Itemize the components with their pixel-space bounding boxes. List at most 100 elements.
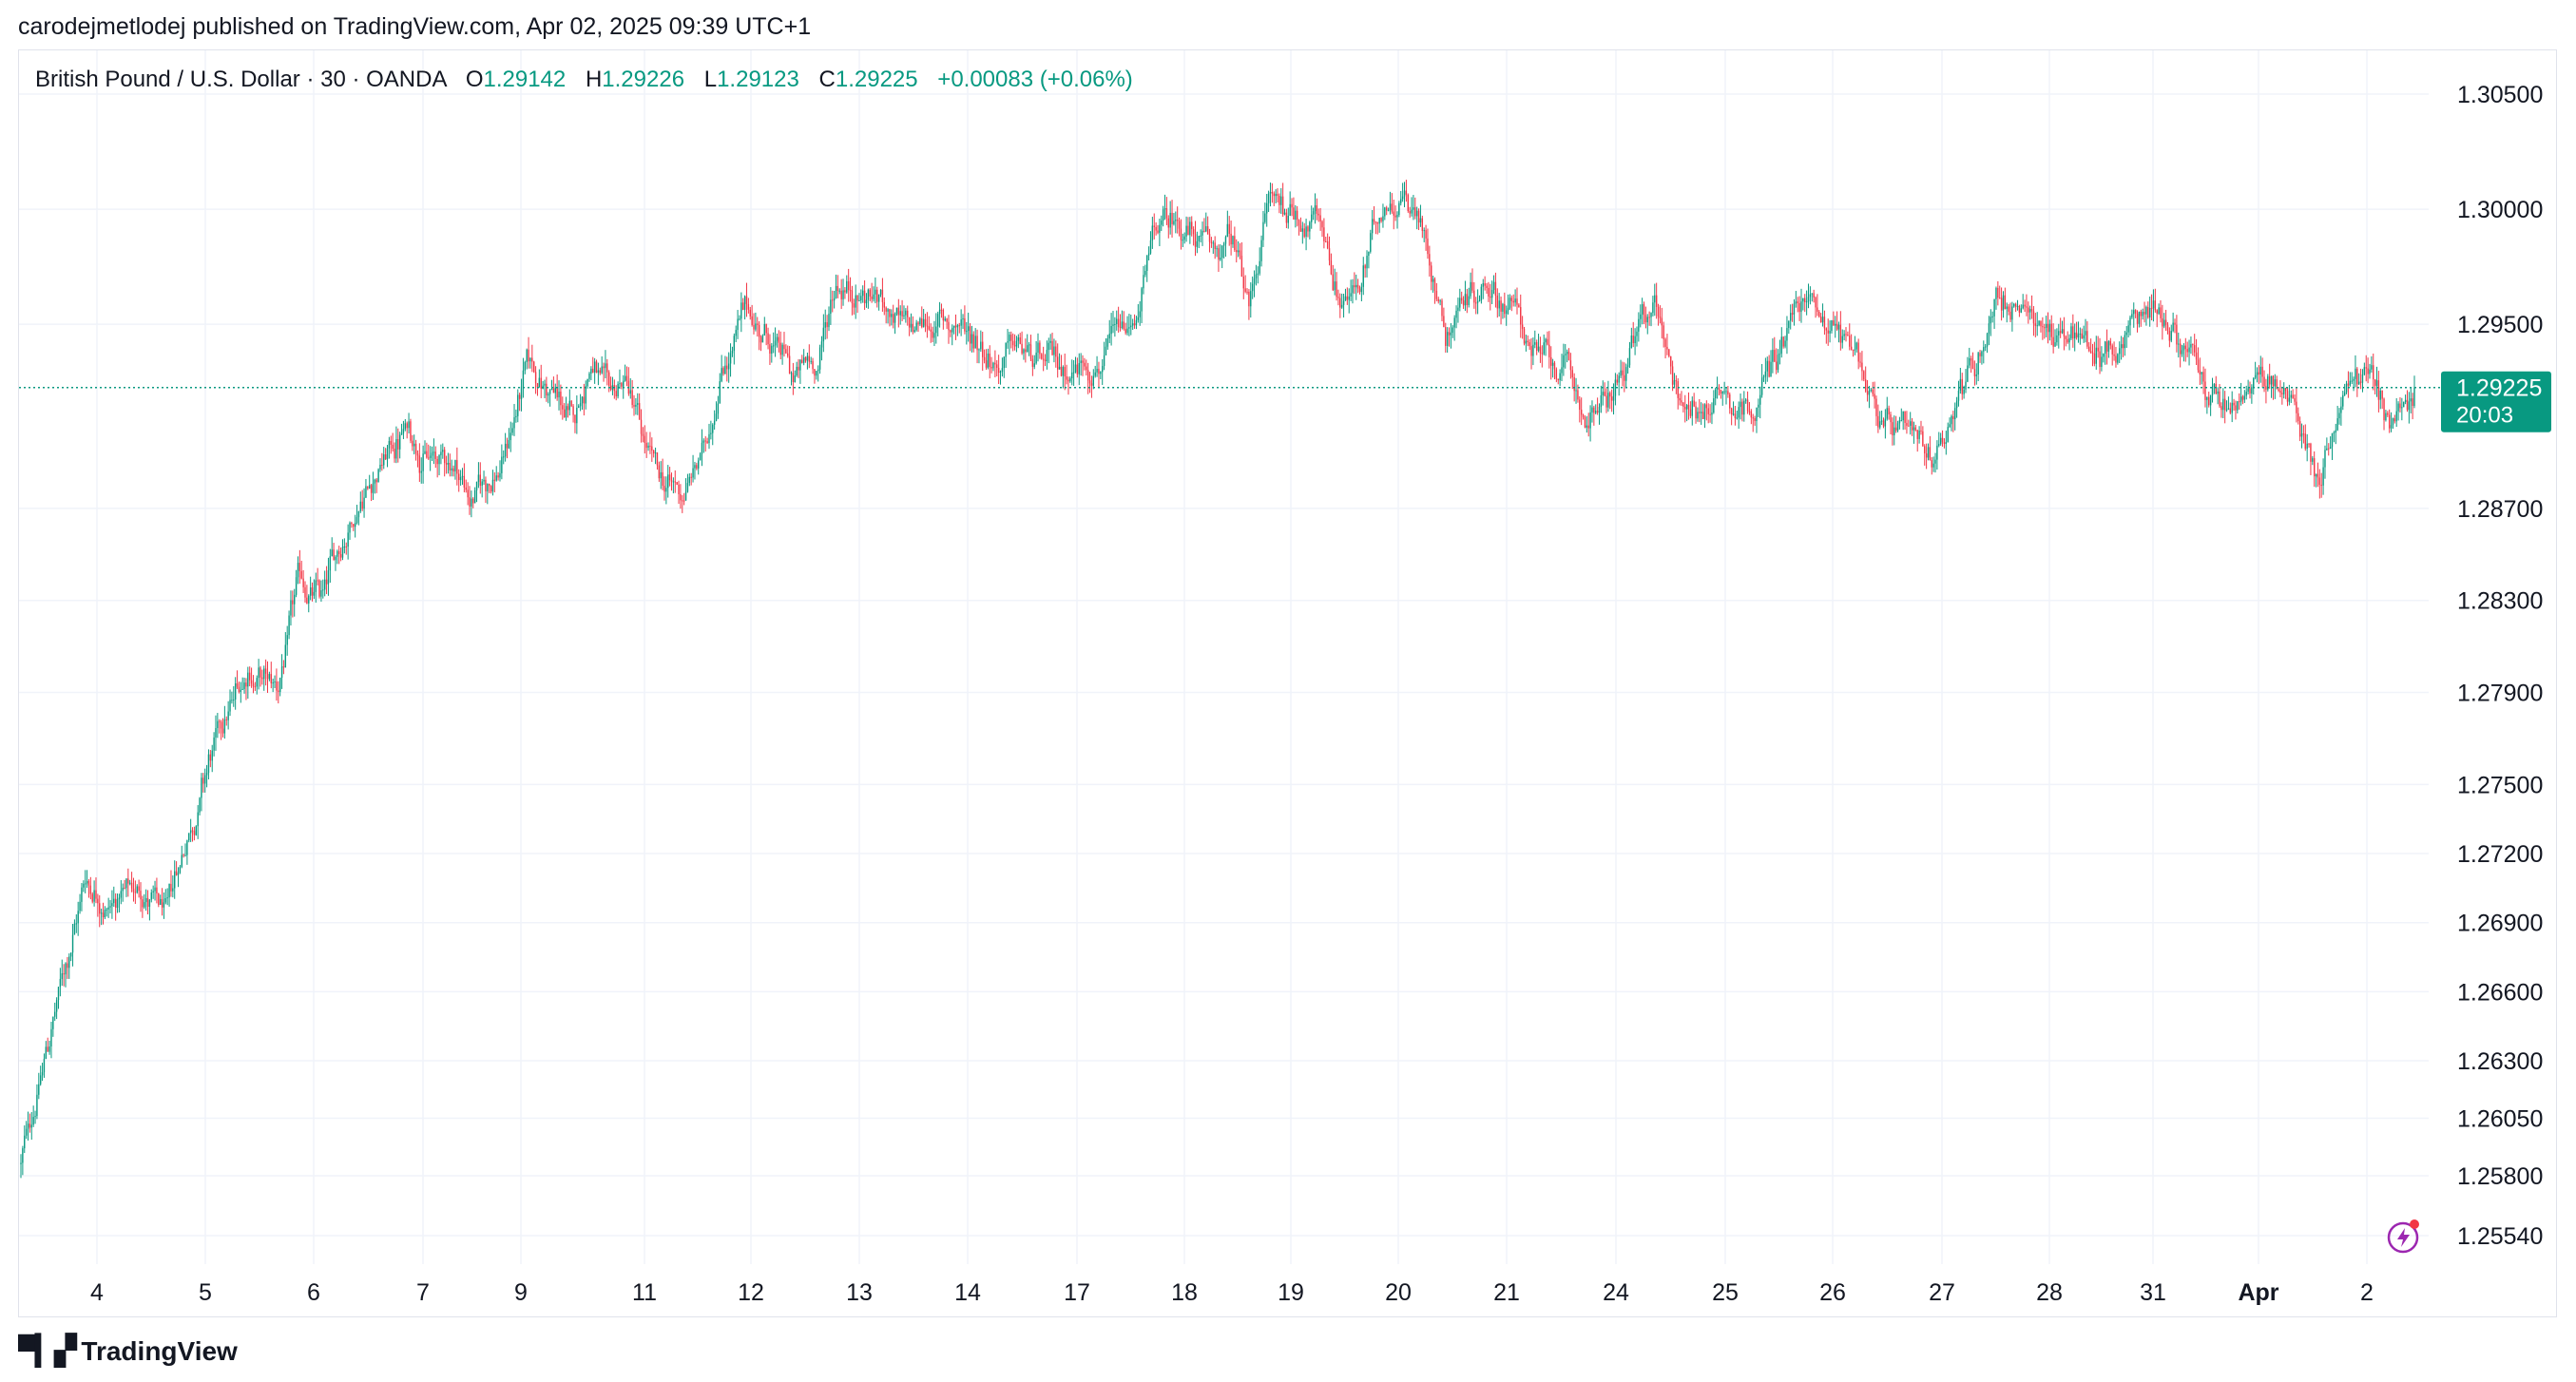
candle-body (846, 280, 848, 293)
candle-body (2148, 308, 2151, 318)
candle-body (240, 689, 242, 692)
tradingview-logo[interactable]: ▀▎▞ TradingView (18, 1334, 238, 1368)
candle-body (1326, 240, 1329, 249)
candle-body (913, 330, 915, 333)
candle-body (1875, 398, 1877, 416)
candle-body (526, 349, 528, 362)
candle-body (1192, 229, 1195, 235)
candle-body (1027, 345, 1028, 353)
candle-body (520, 386, 523, 399)
y-tick-label: 1.26300 (2457, 1048, 2543, 1075)
candle-body (264, 668, 267, 674)
candle-body (2026, 306, 2028, 308)
lightning-bolt-icon[interactable] (2386, 1219, 2422, 1255)
candle-body (1319, 215, 1321, 221)
candle-body (114, 898, 117, 909)
candle-body (1793, 303, 1796, 315)
candle-body (2197, 359, 2200, 371)
candle-body (796, 366, 798, 376)
candle-body (1775, 361, 1778, 371)
candle-body (1587, 425, 1589, 429)
candle-body (501, 456, 503, 473)
candle-body (1224, 237, 1227, 244)
candle-body (304, 586, 306, 598)
candle-body (1409, 211, 1411, 214)
candle-body (1175, 220, 1177, 221)
candle-body (969, 326, 971, 344)
legend-high-value: 1.29226 (602, 67, 685, 92)
chart-frame[interactable] (18, 49, 2557, 1317)
candle-body (2199, 370, 2201, 374)
candle-body (87, 880, 90, 886)
candle-body (367, 486, 369, 489)
candle-body (1990, 317, 1992, 324)
x-tick-label: 7 (416, 1279, 430, 1306)
legend-symbol[interactable]: British Pound / U.S. Dollar · 30 · OANDA (35, 67, 447, 92)
candle-body (313, 591, 316, 596)
candle-body (2070, 326, 2072, 338)
candle-body (454, 460, 456, 471)
candle-body (731, 351, 734, 354)
candle-body (2193, 345, 2196, 353)
candle-body (1593, 407, 1595, 413)
candle-body (1280, 196, 1282, 205)
candle-body (1340, 304, 1343, 308)
candle-body (1035, 352, 1037, 364)
candle-body (1679, 397, 1681, 401)
candle-body (1337, 297, 1339, 298)
candle-body (177, 873, 180, 875)
y-tick-label: 1.30000 (2457, 197, 2543, 223)
candle-body (511, 428, 513, 433)
candle-body (414, 443, 417, 454)
candle-body (1021, 343, 1023, 354)
y-tick-label: 1.30500 (2457, 82, 2543, 108)
candle-body (1425, 230, 1427, 239)
legend-open-value: 1.29142 (483, 67, 567, 92)
candle-body (1550, 356, 1552, 366)
candle-body (769, 344, 771, 354)
candle-body (816, 371, 817, 376)
candle-body (792, 373, 795, 382)
candle-body (2395, 411, 2397, 422)
candle-body (2166, 324, 2169, 331)
x-tick-label: 20 (1385, 1279, 1412, 1306)
candle-body (221, 728, 224, 734)
candle-body (2383, 398, 2385, 421)
candle-body (1784, 340, 1786, 347)
chart-grid (19, 50, 2429, 1264)
candle-body (1754, 418, 1756, 421)
candle-body (978, 349, 980, 351)
candle-body (1557, 378, 1559, 381)
y-tick-label: 1.26900 (2457, 911, 2543, 937)
candle-body (186, 840, 188, 855)
candle-body (2379, 390, 2381, 400)
candle-body (595, 361, 598, 374)
candle-body (91, 893, 93, 902)
candle-body (629, 390, 631, 394)
candle-body (61, 973, 63, 979)
candle-body (1752, 417, 1754, 419)
candle-body (694, 465, 696, 469)
candle-body (1332, 274, 1334, 291)
candle-body (1703, 404, 1706, 419)
candle-body (2079, 333, 2082, 335)
candle-body (2222, 398, 2224, 411)
candle-body (1317, 213, 1319, 216)
candle-body (1126, 328, 1128, 334)
candle-body (1520, 307, 1522, 325)
candle-body (2272, 375, 2275, 387)
candle-body (667, 474, 669, 489)
candle-body (994, 362, 996, 365)
candle-body (938, 309, 941, 315)
candle-body (1514, 298, 1516, 303)
candle-body (77, 911, 79, 924)
candle-body (1445, 327, 1447, 346)
candle-body (2156, 310, 2158, 315)
candle-body (1362, 265, 1364, 287)
candle-body (1559, 373, 1561, 381)
candle-body (1446, 332, 1449, 346)
candle-body (1287, 216, 1289, 223)
candle-body (490, 486, 492, 492)
candle-body (1053, 346, 1055, 355)
